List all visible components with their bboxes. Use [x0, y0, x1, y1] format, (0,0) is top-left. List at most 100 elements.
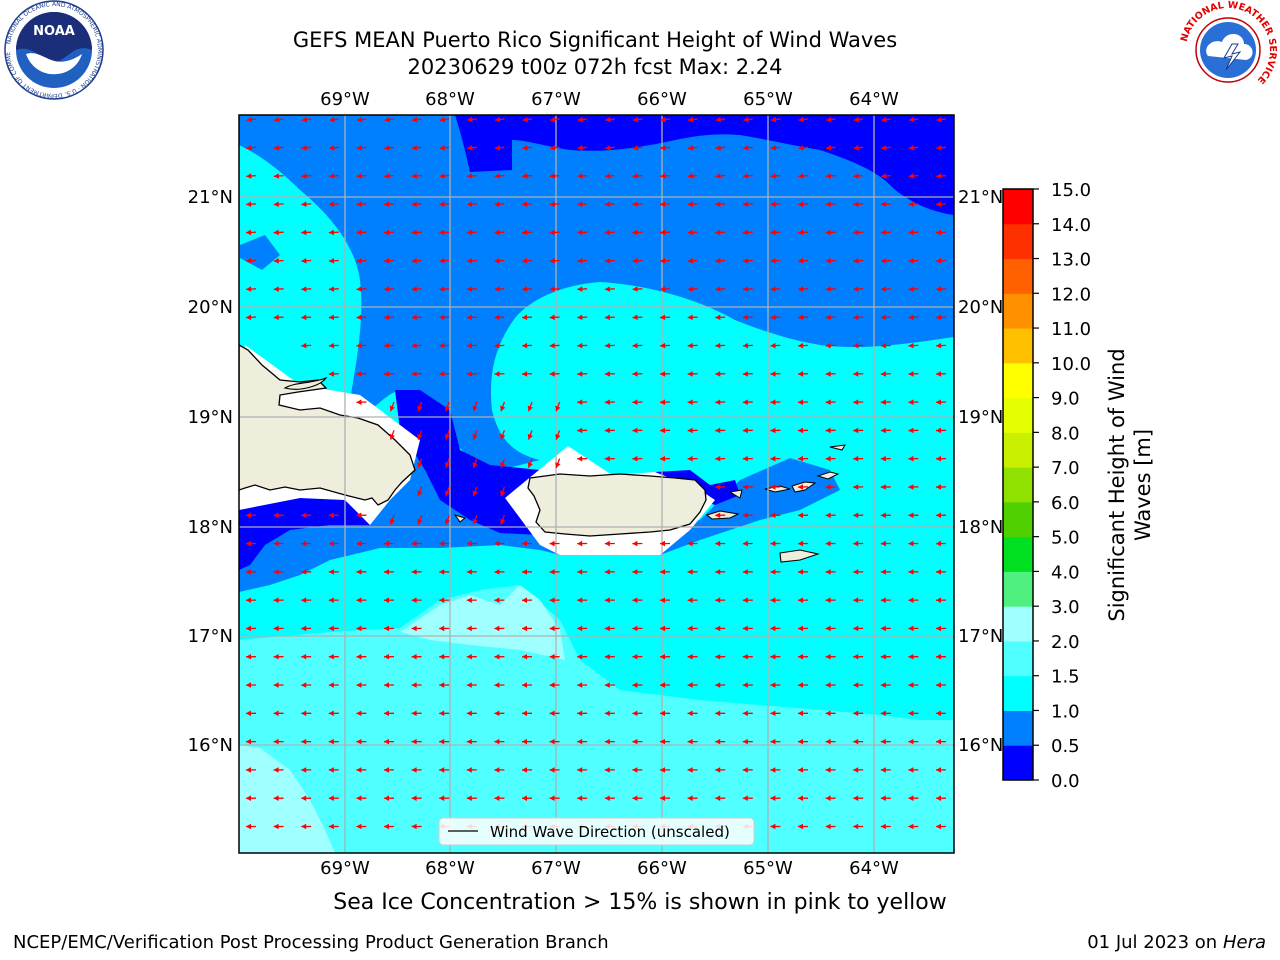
wind-arrow [384, 257, 395, 264]
wind-arrow [521, 597, 533, 603]
wind-arrow [632, 342, 643, 349]
wind-arrow [936, 342, 947, 349]
wind-arrow [798, 173, 809, 179]
wind-arrow [826, 116, 836, 123]
land-culebra [728, 489, 743, 499]
wind-arrow [936, 314, 947, 321]
wind-arrow [439, 286, 450, 292]
wind-arrow [825, 399, 836, 405]
colorbar-swatch [1003, 745, 1033, 781]
wind-arrow [577, 173, 588, 179]
wind-arrow [466, 371, 477, 377]
wind-arrow [417, 458, 423, 469]
wind-arrow [908, 399, 919, 405]
colorbar-swatch [1003, 189, 1033, 225]
wind-arrow [466, 795, 477, 802]
wind-arrow [687, 342, 698, 349]
wind-arrow [439, 144, 450, 151]
wind-arrow [825, 795, 836, 802]
wind-arrow [715, 512, 726, 519]
wind-arrow [411, 682, 422, 688]
wind-arrow [797, 767, 809, 773]
wind-arrow [659, 767, 671, 773]
wind-arrow [881, 116, 891, 123]
wind-arrow [632, 455, 643, 462]
wind-arrow [245, 597, 257, 603]
colorbar-swatch [1003, 536, 1033, 572]
wind-arrow [742, 682, 753, 688]
wind-arrow [880, 286, 891, 292]
wind-arrow [494, 257, 505, 264]
wind-arrow [273, 795, 284, 802]
wind-arrow [245, 682, 257, 688]
wind-arrow [908, 427, 919, 434]
wind-arrow [853, 229, 864, 236]
wind-arrow [797, 682, 809, 688]
wind-arrow [522, 229, 533, 236]
wind-arrow [936, 540, 947, 547]
wind-arrow [715, 399, 726, 405]
wind-arrow [687, 286, 698, 292]
wind-arrow [853, 767, 864, 773]
wind-arrow [659, 569, 671, 575]
colorbar-label: Significant Height of Wind Waves [m] [1105, 348, 1155, 621]
wind-arrow [853, 823, 864, 830]
wind-arrow [273, 653, 284, 660]
wind-arrow [356, 399, 367, 405]
wind-arrow [439, 116, 450, 123]
wind-arrow [522, 286, 533, 292]
wind-arrow [577, 540, 588, 547]
wind-arrow [384, 342, 395, 349]
wind-arrow [908, 371, 919, 377]
wind-arrow [659, 738, 671, 745]
wind-arrow [880, 738, 891, 745]
wind-arrow [742, 455, 753, 462]
map-title: GEFS MEAN Puerto Rico Significant Height… [292, 28, 898, 52]
wind-arrow [577, 767, 588, 773]
wind-arrow [742, 569, 753, 575]
wind-arrow [660, 173, 671, 179]
wind-arrow [632, 173, 643, 179]
wind-arrow [936, 512, 947, 519]
wind-arrow [798, 512, 809, 519]
wind-arrow [660, 342, 671, 349]
wind-arrow [383, 738, 395, 745]
legend-label: Wind Wave Direction (unscaled) [490, 823, 730, 841]
wind-arrow [444, 514, 451, 525]
wind-arrow [715, 144, 726, 151]
wind-arrow [853, 710, 864, 717]
wind-arrow [466, 342, 477, 349]
wind-arrow [853, 399, 864, 405]
wind-arrow [384, 201, 395, 207]
wind-arrow [328, 738, 339, 745]
wind-arrow [328, 257, 339, 264]
wind-arrow [384, 314, 395, 321]
wind-arrow [522, 540, 533, 547]
colorbar-swatch [1003, 362, 1033, 399]
wind-arrow [246, 540, 257, 547]
wind-arrow [246, 144, 257, 151]
noaa-logo-text: NOAA [33, 24, 75, 39]
colorbar-tick-label: 6.0 [1051, 493, 1080, 514]
wind-arrow [521, 710, 533, 717]
wind-arrow [411, 314, 422, 321]
wind-arrow [417, 514, 423, 525]
colorbar-tick-label: 9.0 [1051, 389, 1080, 410]
wind-arrow [389, 514, 395, 525]
land-tortuga [283, 376, 328, 390]
wind-arrow [935, 569, 947, 575]
wind-arrow [936, 484, 947, 490]
wind-arrow [908, 569, 919, 575]
wind-arrow [356, 738, 367, 745]
wind-arrow [411, 229, 422, 236]
wind-arrow [604, 286, 615, 292]
wind-arrow [908, 116, 919, 123]
wind-arrow [853, 427, 864, 434]
wind-arrow [604, 795, 615, 802]
wind-arrow [908, 795, 919, 802]
wind-arrow [301, 342, 312, 349]
wind-arrow [500, 486, 506, 497]
wind-arrow [880, 653, 891, 660]
wind-arrow [797, 569, 809, 575]
wind-arrow [417, 486, 423, 497]
